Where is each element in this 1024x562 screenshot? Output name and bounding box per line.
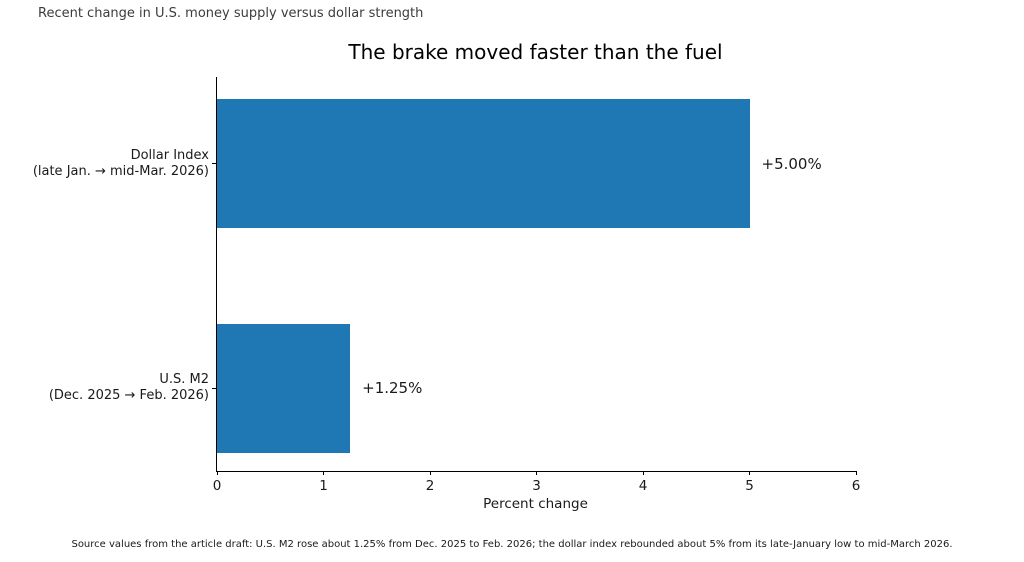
x-tick-label: 2 [425,478,435,494]
x-tick-label: 6 [851,478,861,494]
x-tick-label: 5 [745,478,754,494]
x-tick-label: 4 [638,478,648,494]
bar [217,323,351,453]
x-tick-label: 3 [532,478,541,494]
y-tick-label: Dollar Index (late Jan. → mid-Mar. 2026) [32,147,209,179]
figure-annotation: Recent change in U.S. money supply versu… [38,6,424,21]
x-tick-label: 1 [319,478,328,494]
x-tick-mark [429,471,431,475]
x-tick-mark [855,471,857,475]
bar-value-label: +5.00% [761,154,822,173]
x-tick-mark [749,471,750,475]
y-tick-label: U.S. M2 (Dec. 2025 → Feb. 2026) [48,372,209,404]
x-tick-mark [216,471,218,475]
y-tick-mark [212,387,216,389]
bar-value-label: +1.25% [362,379,423,398]
plot-area: +5.00% Dollar Index (late Jan. → mid-Mar.… [33,77,860,494]
x-axis-label: Percent change [483,496,588,512]
x-tick-mark [642,471,644,475]
chart-title: The brake moved faster than the fuel [348,40,723,64]
bar [217,99,750,229]
x-tick-mark [323,471,324,475]
y-tick-mark [212,163,216,165]
x-tick-label: 0 [212,478,222,494]
source-note: Source values from the article draft: U.… [71,539,953,550]
x-tick-mark [536,471,537,475]
